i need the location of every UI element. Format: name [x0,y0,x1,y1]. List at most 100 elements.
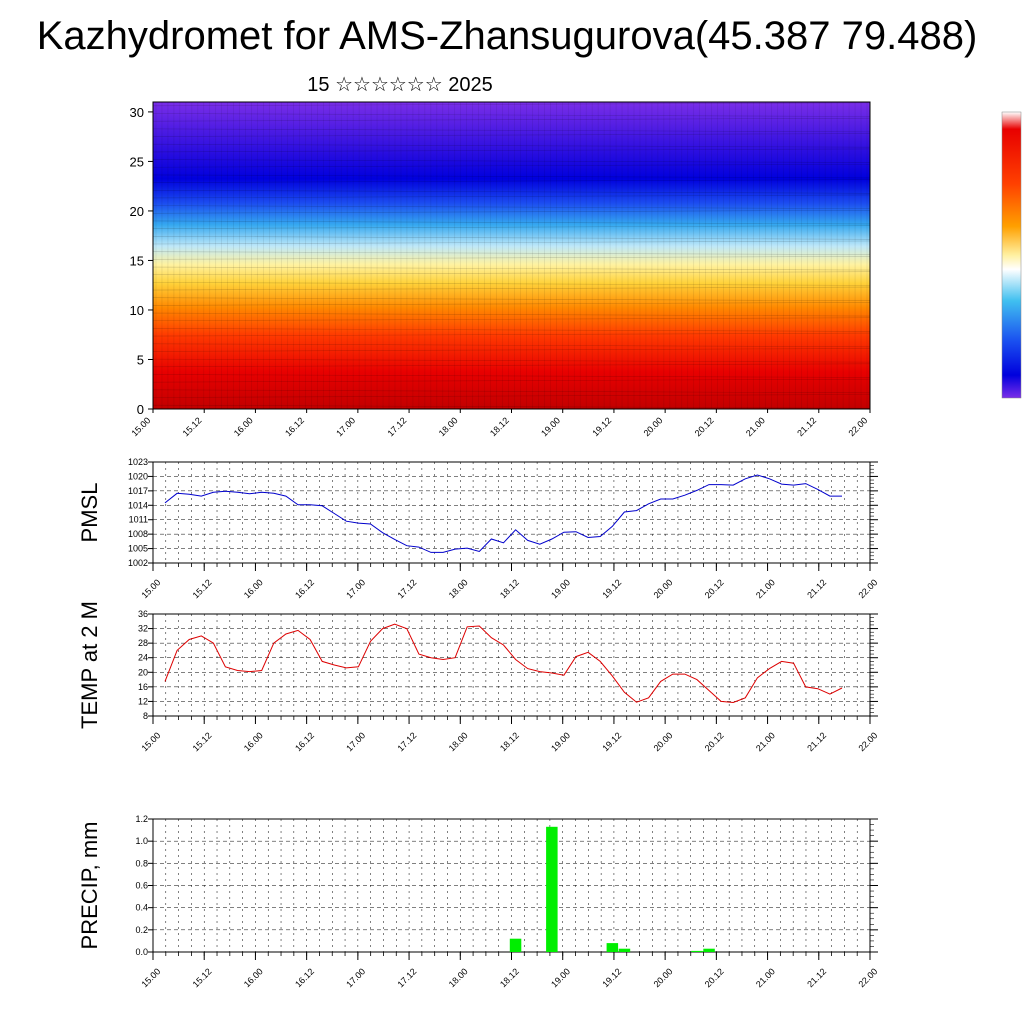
x-tick-label: 18.00 [447,730,470,753]
wind-vector-row [152,236,871,240]
x-tick-label: 15.00 [129,415,152,438]
precip-bar [509,938,522,952]
x-tick-label: 20.12 [693,415,716,438]
wind-vector-row [152,378,871,383]
wind-vector-row [152,220,871,225]
wind-vector-row [152,312,871,317]
x-tick-label: 16.00 [232,415,255,438]
y-tick-label: 8 [143,711,148,721]
wind-vector-row [152,297,871,302]
x-tick-label: 19.00 [539,415,562,438]
y-tick-label: 1023 [128,457,148,467]
x-tick-label: 21.12 [805,730,828,753]
pmsl-series-line [164,474,842,553]
y-tick-label: 0.6 [135,881,148,891]
y-tick-label: 5 [137,352,144,367]
x-tick-label: 16.00 [242,730,265,753]
x-tick-label: 17.00 [334,415,357,438]
y-tick-label: 20 [130,204,144,219]
x-tick-label: 16.12 [293,730,316,753]
x-tick-label: 18.00 [437,415,460,438]
wind-vector-row [152,328,871,332]
y-tick-label: 15 [130,253,144,268]
x-tick-label: 16.12 [293,577,316,600]
x-tick-label: 22.00 [856,730,879,753]
wind-vector-row [152,286,871,291]
y-tick-label: 1011 [129,515,148,525]
x-tick-label: 16.12 [293,966,316,989]
wind-vector-row [152,113,871,117]
y-tick-label: 0.8 [135,858,148,868]
x-tick-label: 15.12 [191,577,214,600]
wind-vector-row [152,374,871,378]
x-tick-label: 17.00 [344,966,367,989]
wind-vector-row [152,179,871,183]
temp-axis-label: TEMP at 2 M [77,601,102,729]
wind-vector-row [152,302,871,306]
x-tick-label: 18.00 [447,577,470,600]
x-tick-label: 17.12 [385,415,408,438]
y-tick-label: 36 [138,609,148,619]
x-tick-label: 17.00 [344,730,367,753]
wind-vector-row [152,271,871,275]
precip-bar [546,826,558,952]
y-tick-label: 1.2 [135,814,148,824]
x-tick-label: 18.12 [498,966,521,989]
x-tick-label: 21.00 [754,730,777,753]
x-tick-label: 15.00 [139,577,162,600]
x-tick-label: 21.00 [744,415,767,438]
wind-vector-row [152,205,871,209]
wind-vector-row [152,189,871,194]
x-tick-label: 21.12 [805,577,828,600]
x-tick-label: 17.00 [344,577,367,600]
x-tick-label: 21.00 [754,577,777,600]
wind-vector-row [152,148,871,153]
wind-vector-row [152,209,871,214]
x-tick-label: 16.12 [283,415,306,438]
precip-bar [703,948,715,952]
precip-axis-label: PRECIP, mm [77,822,102,950]
x-tick-label: 19.12 [600,730,623,753]
temp-series-line [164,623,843,704]
y-tick-label: 16 [138,682,148,692]
wind-vector-row [152,163,871,168]
x-tick-label: 22.00 [846,415,869,438]
x-tick-label: 19.12 [600,966,623,989]
precip-bar [618,948,631,952]
plot-frame [152,613,871,717]
colorbar [1001,111,1022,399]
wind-vector-row [152,394,871,398]
temp-plot: 8 12 16 20 24 28 32 36 15.00 15.12 16.00 16.12 17.00… [77,601,879,753]
wind-vector-row [152,174,871,179]
x-tick-label: 18.12 [488,415,511,438]
wind-vector-row [152,348,871,352]
x-tick-label: 19.00 [549,577,572,600]
cross-section-plot: 0 5 10 15 20 25 30 15.00 15.12 16.00 16.12 17.00 17.… [129,101,871,438]
x-tick-label: 15.00 [139,730,162,753]
wind-vector-row [152,343,871,348]
wind-vector-row [152,363,871,368]
y-tick-label: 0.0 [135,947,148,957]
precip-bar [691,950,703,952]
wind-vector-row [152,389,871,394]
y-tick-label: 24 [138,653,148,663]
y-tick-label: 30 [130,105,144,120]
x-tick-label: 18.12 [498,730,521,753]
wind-vector-row [152,225,871,229]
wind-vector-row [152,159,871,163]
x-tick-label: 17.12 [395,730,418,753]
x-tick-label: 15.00 [139,966,162,989]
wind-vector-row [152,128,871,133]
wind-vector-row [152,133,871,137]
precip-bar [606,943,619,952]
page-title: Kazhydromet for AMS-Zhansugurova(45.387 … [36,14,978,58]
x-tick-label: 19.00 [549,730,572,753]
wind-vector-row [152,143,871,148]
pmsl-plot: 1002 1005 1008 1011 1014 1017 1020 1023 15.00 15.… [77,457,879,600]
y-tick-label: 1014 [128,500,148,510]
x-tick-label: 19.00 [549,966,572,989]
wind-vector-row [152,240,871,245]
x-tick-label: 19.12 [600,577,623,600]
x-tick-label: 20.12 [703,577,726,600]
